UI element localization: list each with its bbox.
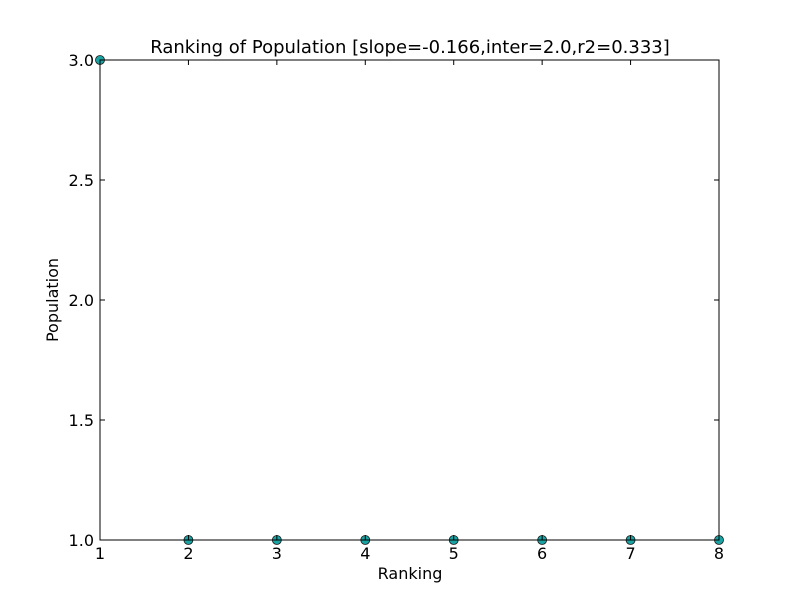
plot-area: 1 2 3 4 5 6 7 8 1.0 1.5 2.0 2.5 3.0 xyxy=(69,51,725,563)
x-tick-label: 8 xyxy=(714,544,724,563)
x-tick-label: 6 xyxy=(537,544,547,563)
chart-title: Ranking of Population [slope=-0.166,inte… xyxy=(150,37,670,58)
x-axis-label: Ranking xyxy=(378,564,443,583)
plot-frame xyxy=(99,59,720,541)
y-tick-label: 2.5 xyxy=(69,171,94,190)
x-tick-label: 3 xyxy=(272,544,282,563)
x-tick-label: 1 xyxy=(95,544,105,563)
y-axis-label: Population xyxy=(43,258,62,342)
y-tick-label: 2.0 xyxy=(69,291,94,310)
x-tick-label: 4 xyxy=(360,544,370,563)
x-tick-label: 5 xyxy=(449,544,459,563)
y-tick-label: 1.0 xyxy=(69,531,94,550)
y-tick-label: 3.0 xyxy=(69,51,94,70)
x-tick-label: 7 xyxy=(625,544,635,563)
x-tick-label: 2 xyxy=(183,544,193,563)
y-tick-label: 1.5 xyxy=(69,411,94,430)
